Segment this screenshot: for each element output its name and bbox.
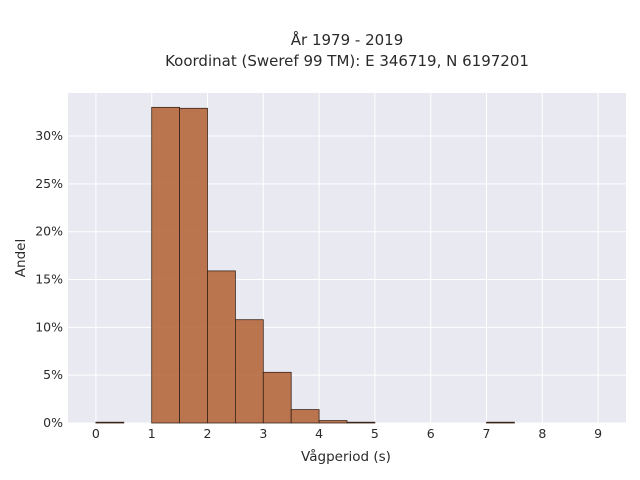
y-tick-label: 25% bbox=[35, 176, 63, 191]
x-axis-title: Vågperiod (s) bbox=[301, 448, 391, 465]
y-tick-label: 5% bbox=[43, 367, 63, 382]
histogram-bar bbox=[151, 106, 180, 424]
x-tick-label: 4 bbox=[315, 426, 323, 441]
x-tick-label: 9 bbox=[594, 426, 602, 441]
histogram-bar bbox=[234, 319, 264, 424]
bars bbox=[95, 106, 515, 424]
histogram-bar bbox=[95, 421, 125, 424]
x-tick-label: 1 bbox=[148, 426, 156, 441]
y-tick-label: 15% bbox=[35, 272, 63, 287]
histogram-bar bbox=[207, 270, 236, 424]
x-tick-label: 8 bbox=[538, 426, 546, 441]
chart-title-line2: Koordinat (Sweref 99 TM): E 346719, N 61… bbox=[165, 52, 529, 70]
y-axis-title: Andel bbox=[13, 239, 29, 277]
x-tick-label: 3 bbox=[259, 426, 267, 441]
x-tick-labels: 0 1 2 3 4 5 6 7 8 9 bbox=[92, 426, 602, 441]
histogram-bar bbox=[179, 107, 208, 424]
x-tick-label: 5 bbox=[371, 426, 379, 441]
x-tick-label: 2 bbox=[204, 426, 212, 441]
chart-title-line1: År 1979 - 2019 bbox=[291, 30, 404, 49]
histogram-bar bbox=[262, 371, 292, 424]
x-tick-label: 0 bbox=[92, 426, 100, 441]
y-tick-label: 30% bbox=[35, 128, 63, 143]
histogram-bar bbox=[290, 409, 320, 424]
y-tick-label: 10% bbox=[35, 319, 63, 334]
x-tick-label: 7 bbox=[483, 426, 491, 441]
histogram-bar bbox=[318, 420, 348, 424]
y-tick-label: 0% bbox=[43, 415, 63, 430]
y-tick-label: 20% bbox=[35, 224, 63, 239]
histogram-bar bbox=[486, 421, 515, 424]
x-tick-label: 6 bbox=[427, 426, 435, 441]
histogram-bar bbox=[346, 421, 376, 424]
y-tick-labels: 0% 5% 10% 15% 20% 25% 30% bbox=[35, 128, 63, 430]
